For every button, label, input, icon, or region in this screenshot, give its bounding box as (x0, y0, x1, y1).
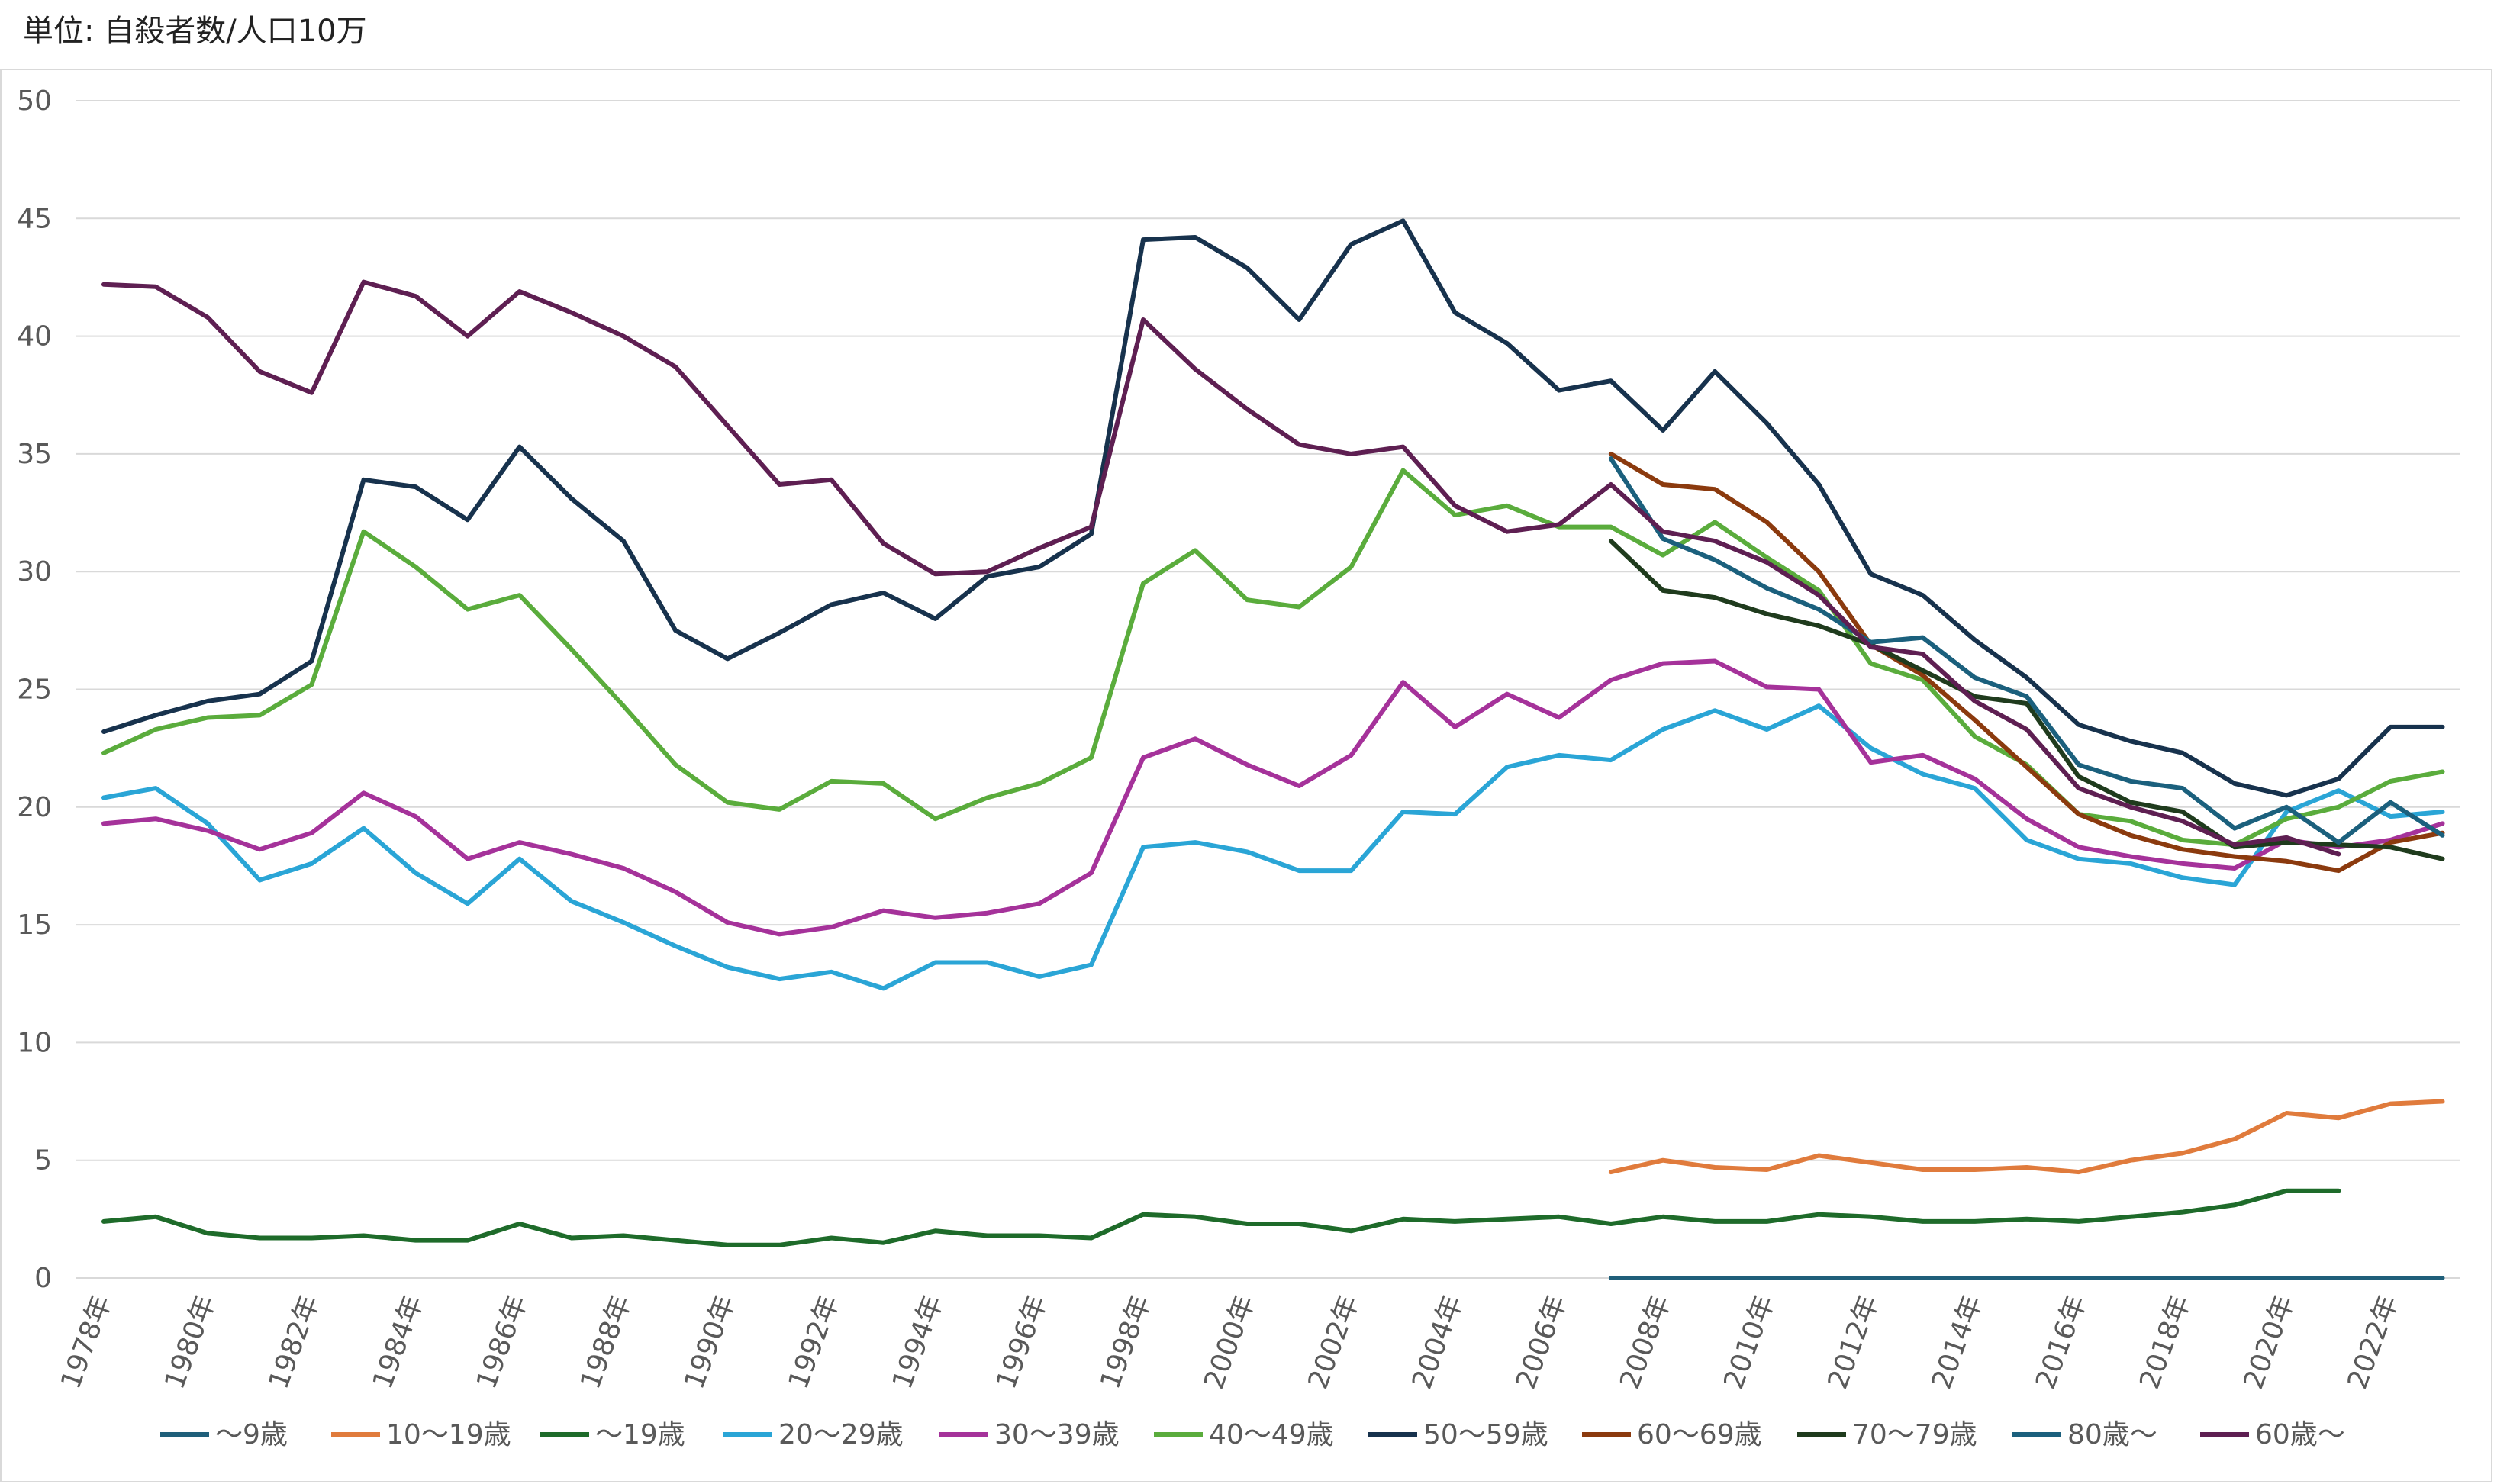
y-tick-label: 10 (17, 1027, 52, 1058)
x-tick-label: 2020年 (2238, 1291, 2300, 1393)
x-tick-label: 2000年 (1198, 1291, 1261, 1393)
legend: 〜9歳 10〜19歳 〜19歳 20〜29歳 30〜39歳 40〜49歳 50〜59歳 60〜… (160, 1419, 2345, 1450)
y-tick-label: 5 (34, 1145, 52, 1177)
x-tick-label: 2014年 (1926, 1291, 1989, 1393)
x-tick-label: 1982年 (263, 1291, 326, 1393)
series-line (102, 658, 2445, 937)
x-tick-label: 1986年 (471, 1291, 533, 1393)
legend-label: 〜9歳 (215, 1419, 288, 1450)
series-line (102, 1188, 2341, 1247)
chart-frame: 0 5 10 15 20 25 30 35 40 45 50 1978年 1980年 1982年 1984… (0, 69, 2492, 1482)
legend-label: 30〜39歳 (994, 1419, 1120, 1450)
x-tick-label: 1998年 (1094, 1291, 1157, 1393)
legend-label: 50〜59歳 (1423, 1419, 1548, 1450)
y-tick-label: 20 (17, 792, 52, 823)
x-tick-label: 1980年 (159, 1291, 221, 1393)
y-tick-label: 15 (17, 909, 52, 941)
x-tick-label: 2022年 (2342, 1291, 2405, 1393)
series-line (102, 218, 2445, 798)
y-tick-label: 0 (34, 1263, 52, 1294)
x-tick-label: 1988年 (575, 1291, 637, 1393)
series-line (1608, 451, 2445, 874)
y-tick-label: 30 (17, 556, 52, 587)
x-tick-label: 1992年 (783, 1291, 846, 1393)
x-tick-label: 2018年 (2134, 1291, 2196, 1393)
series-line (102, 468, 2445, 848)
x-tick-label: 1984年 (367, 1291, 430, 1393)
legend-label: 40〜49歳 (1209, 1419, 1334, 1450)
series-line (102, 279, 2341, 857)
x-tick-label: 1978年 (55, 1291, 118, 1393)
line-chart: 0 5 10 15 20 25 30 35 40 45 50 1978年 1980年 1982年 1984… (17, 85, 2460, 1450)
y-tick-label: 50 (17, 85, 52, 117)
x-tick-label: 2016年 (2030, 1291, 2093, 1393)
legend-label: 60〜69歳 (1637, 1419, 1762, 1450)
y-tick-label: 35 (17, 439, 52, 470)
legend-label: 20〜29歳 (778, 1419, 904, 1450)
x-tick-label: 2008年 (1614, 1291, 1677, 1393)
gridlines (76, 100, 2460, 1279)
x-tick-label: 2006年 (1510, 1291, 1573, 1393)
series-line (102, 703, 2445, 991)
legend-label: 〜19歳 (595, 1419, 685, 1450)
series-line (1608, 456, 2445, 845)
y-tick-label: 25 (17, 674, 52, 706)
y-tick-label: 40 (17, 321, 52, 352)
legend-label: 10〜19歳 (386, 1419, 511, 1450)
legend-label: 80歳〜 (2067, 1419, 2157, 1450)
x-tick-label: 2012年 (1822, 1291, 1885, 1393)
x-tick-label: 2010年 (1718, 1291, 1780, 1393)
x-tick-label: 1996年 (991, 1291, 1053, 1393)
x-tick-label: 1990年 (678, 1291, 741, 1393)
x-tick-label: 1994年 (887, 1291, 949, 1393)
legend-label: 60歳〜 (2255, 1419, 2345, 1450)
unit-label: 単位: 自殺者数/人口10万 (23, 14, 367, 49)
x-axis-ticks: 1978年 1980年 1982年 1984年 1986年 1988年 1990年 1992年… (55, 1291, 2405, 1393)
y-axis-ticks: 0 5 10 15 20 25 30 35 40 45 50 (17, 85, 52, 1294)
y-tick-label: 45 (17, 203, 52, 234)
legend-label: 70〜79歳 (1852, 1419, 1977, 1450)
series-line (1608, 1099, 2445, 1175)
x-tick-label: 2002年 (1303, 1291, 1365, 1393)
x-tick-label: 2004年 (1406, 1291, 1469, 1393)
series-lines (102, 218, 2445, 1280)
